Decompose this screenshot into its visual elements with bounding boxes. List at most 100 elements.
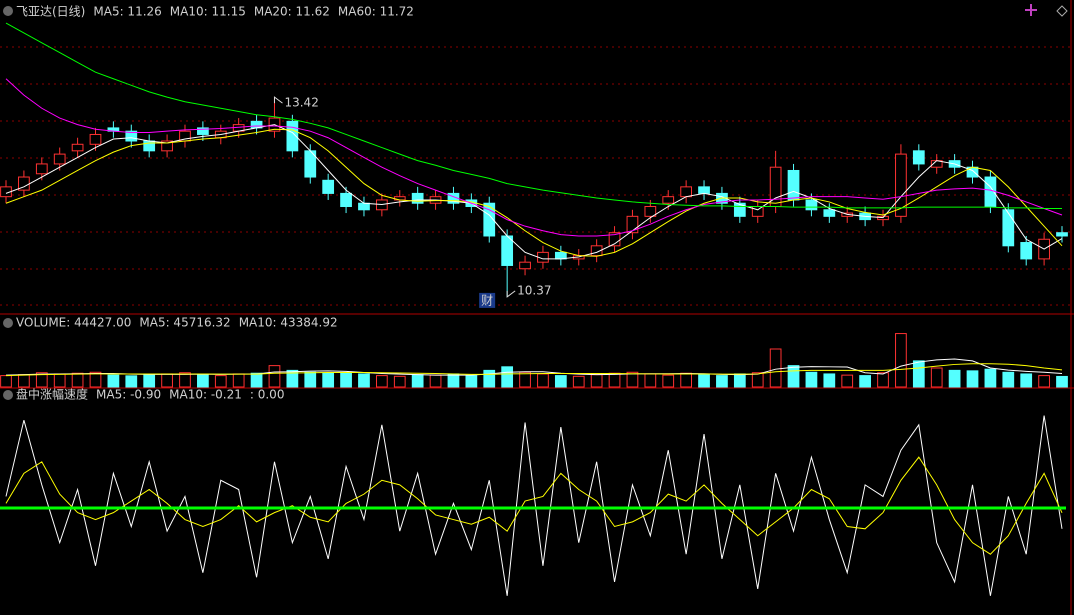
volume-bar xyxy=(662,374,675,388)
candle-body xyxy=(680,186,693,198)
volume-bar xyxy=(447,373,460,388)
candle-body xyxy=(912,150,925,165)
volume-bar xyxy=(125,375,138,388)
candle-body xyxy=(1020,242,1033,260)
volume-bar xyxy=(268,365,281,388)
volume-bar xyxy=(698,374,710,388)
candle-body xyxy=(1056,232,1068,237)
volume-bar xyxy=(895,333,907,388)
volume-bar xyxy=(984,368,997,388)
volume-bar xyxy=(393,375,406,388)
candle-body xyxy=(644,206,657,217)
candle-body xyxy=(125,130,138,142)
candle-body xyxy=(751,206,764,217)
line-series xyxy=(5,22,1062,209)
menu-icon[interactable] xyxy=(3,390,13,400)
legend-entry: : 0.00 xyxy=(250,388,285,402)
candle-body xyxy=(322,179,335,194)
menu-icon[interactable] xyxy=(3,318,13,328)
candle-body xyxy=(698,186,710,194)
volume-bar xyxy=(375,375,388,388)
candle-body xyxy=(483,202,496,237)
volume-bar xyxy=(948,369,961,388)
candle-body xyxy=(286,120,299,152)
candle-body xyxy=(662,196,675,204)
volume-bar xyxy=(966,370,979,388)
menu-icon[interactable] xyxy=(3,6,13,16)
volume-bar xyxy=(590,374,603,388)
candle-body xyxy=(53,153,66,165)
volume-bar xyxy=(18,374,30,388)
volume-bar xyxy=(787,365,800,388)
volume-bar xyxy=(143,374,156,388)
tool-icon[interactable] xyxy=(1025,4,1037,16)
candle-body xyxy=(161,140,173,152)
volume-bar xyxy=(429,374,442,388)
volume-bar xyxy=(805,371,818,388)
candle-body xyxy=(35,163,48,175)
volume-bar xyxy=(841,374,854,388)
volume-bar xyxy=(161,373,173,388)
event-badge xyxy=(479,292,496,308)
volume-bar xyxy=(733,373,746,388)
expand-icon[interactable] xyxy=(1056,5,1068,17)
volume-bar xyxy=(197,374,209,388)
legend-entry: MA10: -0.21 xyxy=(169,388,242,402)
volume-bar xyxy=(751,372,764,388)
volume-bar xyxy=(608,372,621,388)
volume-bar xyxy=(304,371,317,388)
candle-body xyxy=(805,199,818,211)
volume-bar xyxy=(572,375,585,388)
low-label: 10.37 xyxy=(517,283,551,297)
candle-body xyxy=(358,202,370,211)
volume-bar xyxy=(716,375,728,388)
candle-body xyxy=(501,235,514,266)
line-series xyxy=(5,128,1063,257)
volume-bar xyxy=(823,373,836,388)
candle-body xyxy=(519,261,531,270)
volume-bar xyxy=(1020,373,1033,388)
candle-body xyxy=(89,133,102,145)
legend-entry: MA5: 45716.32 xyxy=(139,316,230,330)
event-label: 财 xyxy=(481,293,493,307)
candle-body xyxy=(340,192,352,208)
line-series xyxy=(5,415,1063,596)
volume-bar xyxy=(912,360,925,388)
legend-entry: 飞亚达(日线) xyxy=(16,5,85,19)
volume-bar xyxy=(859,375,871,388)
candle-body xyxy=(733,202,746,217)
candle-body xyxy=(626,215,639,234)
candle-body xyxy=(590,245,603,257)
volume-bar xyxy=(53,373,66,388)
volume-bar xyxy=(286,369,299,388)
volume-bar xyxy=(1002,371,1015,388)
legend-entry: MA10: 43384.92 xyxy=(239,316,338,330)
volume-bar xyxy=(537,373,549,388)
candle-body xyxy=(554,251,567,260)
volume-bar xyxy=(358,373,370,388)
volume-bar xyxy=(501,366,514,388)
candle-body xyxy=(197,127,209,135)
high-label: 13.42 xyxy=(284,96,318,110)
volume-bar xyxy=(89,371,102,388)
legend-entry: 盘中涨幅速度 xyxy=(16,387,88,402)
volume-bar xyxy=(769,348,782,388)
line-series xyxy=(5,78,1063,237)
volume-bar xyxy=(340,372,352,388)
volume-bar xyxy=(107,374,120,388)
volume-bar xyxy=(1056,375,1068,388)
volume-bar xyxy=(519,371,531,388)
volume-bar xyxy=(35,372,48,388)
volume-bar xyxy=(411,374,424,388)
volume-bar xyxy=(214,375,227,388)
volume-bar xyxy=(680,372,693,388)
legend-entry: MA5: 11.26 xyxy=(93,5,161,19)
legend-entry: MA10: 11.15 xyxy=(170,5,246,19)
legend-entry: MA60: 11.72 xyxy=(338,5,414,19)
volume-bar xyxy=(930,367,943,388)
volume-bar xyxy=(1038,375,1050,388)
volume-bar xyxy=(179,372,191,388)
candle-body xyxy=(608,232,621,247)
